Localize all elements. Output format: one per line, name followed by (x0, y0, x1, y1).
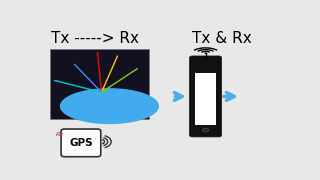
Text: GPS: GPS (69, 138, 93, 148)
FancyBboxPatch shape (189, 56, 221, 137)
Text: Rx: Rx (55, 132, 64, 137)
FancyBboxPatch shape (50, 49, 149, 119)
FancyBboxPatch shape (195, 73, 216, 125)
Text: Tx & Rx: Tx & Rx (192, 31, 252, 46)
FancyBboxPatch shape (61, 129, 101, 157)
Ellipse shape (60, 88, 159, 124)
Circle shape (204, 53, 207, 54)
Text: Tx -----> Rx: Tx -----> Rx (51, 31, 139, 46)
Circle shape (202, 128, 209, 132)
